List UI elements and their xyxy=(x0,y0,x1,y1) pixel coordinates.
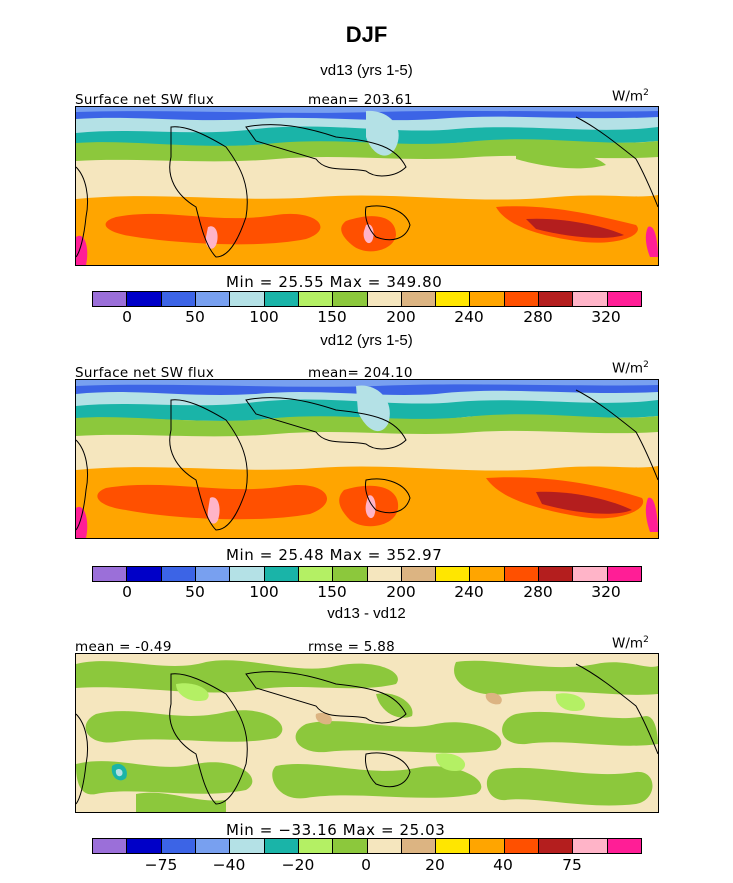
colorbar-swatch xyxy=(470,839,505,853)
colorbar-tick: 200 xyxy=(386,308,416,326)
colorbar-tick: 100 xyxy=(249,308,279,326)
colorbar-swatch xyxy=(127,839,162,853)
colorbar-swatch xyxy=(401,292,437,306)
colorbar-swatch xyxy=(298,567,334,581)
colorbar-tick: −40 xyxy=(212,856,246,874)
panel-1-colorbar xyxy=(92,291,642,307)
colorbar-swatch xyxy=(573,292,608,306)
colorbar-swatch xyxy=(573,567,608,581)
colorbar-swatch xyxy=(195,567,231,581)
colorbar-swatch xyxy=(298,292,334,306)
panel-1-colorbar-ticks: 0 50 100 150 200 240 280 320 xyxy=(92,308,642,326)
panel-2-field xyxy=(76,380,658,538)
colorbar-swatch xyxy=(436,567,471,581)
colorbar-tick: 0 xyxy=(122,583,132,601)
panel-1-min-max: Min = 25.55 Max = 349.80 xyxy=(226,273,443,291)
colorbar-tick: 240 xyxy=(454,583,484,601)
panel-1-mean-label: mean= 203.61 xyxy=(308,92,413,108)
panel-1-map xyxy=(75,106,659,266)
colorbar-tick: 75 xyxy=(562,856,582,874)
colorbar-swatch xyxy=(607,292,641,306)
panel-3-units: W/m2 xyxy=(612,635,649,652)
colorbar-swatch xyxy=(195,839,231,853)
colorbar-tick: 280 xyxy=(523,308,553,326)
colorbar-swatch xyxy=(333,567,368,581)
colorbar-swatch xyxy=(607,839,641,853)
panel-2-variable-label: Surface net SW flux xyxy=(75,365,215,381)
colorbar-swatch xyxy=(333,292,368,306)
colorbar-swatch xyxy=(161,292,196,306)
panel-2-colorbar-ticks: 0 50 100 150 200 240 280 320 xyxy=(92,583,642,601)
panel-3-colorbar xyxy=(92,838,642,854)
colorbar-swatch xyxy=(195,292,231,306)
colorbar-tick: 320 xyxy=(591,308,621,326)
colorbar-swatch xyxy=(470,567,505,581)
panel-2-min-max: Min = 25.48 Max = 352.97 xyxy=(226,546,443,564)
panel-2-map xyxy=(75,379,659,539)
panel-2-mean-label: mean= 204.10 xyxy=(308,365,413,381)
colorbar-tick: 150 xyxy=(317,583,347,601)
colorbar-tick: 40 xyxy=(493,856,513,874)
colorbar-swatch xyxy=(93,567,128,581)
colorbar-swatch xyxy=(230,567,265,581)
colorbar-swatch xyxy=(504,567,540,581)
panel-3-field xyxy=(76,654,658,812)
colorbar-swatch xyxy=(298,839,334,853)
colorbar-swatch xyxy=(127,567,162,581)
colorbar-tick: 150 xyxy=(317,308,347,326)
panel-1-field xyxy=(76,107,658,265)
colorbar-swatch xyxy=(539,292,574,306)
panel-3-min-max: Min = −33.16 Max = 25.03 xyxy=(226,821,446,839)
colorbar-swatch xyxy=(230,839,265,853)
colorbar-swatch xyxy=(504,292,540,306)
colorbar-swatch xyxy=(264,292,299,306)
colorbar-swatch xyxy=(367,292,402,306)
colorbar-tick: 0 xyxy=(122,308,132,326)
colorbar-swatch xyxy=(401,839,437,853)
colorbar-swatch xyxy=(161,839,196,853)
panel-2-title: vd12 (yrs 1-5) xyxy=(320,332,413,349)
colorbar-swatch xyxy=(230,292,265,306)
colorbar-tick: −75 xyxy=(144,856,178,874)
panel-3-map xyxy=(75,653,659,813)
colorbar-tick: 320 xyxy=(591,583,621,601)
panel-1-variable-label: Surface net SW flux xyxy=(75,92,215,108)
colorbar-tick: −20 xyxy=(281,856,315,874)
colorbar-tick: 280 xyxy=(523,583,553,601)
colorbar-tick: 100 xyxy=(249,583,279,601)
colorbar-swatch xyxy=(127,292,162,306)
panel-2-units: W/m2 xyxy=(612,360,649,377)
colorbar-swatch xyxy=(436,839,471,853)
panel-3-mean-label: mean = -0.49 xyxy=(75,639,172,655)
figure-title: DJF xyxy=(345,22,388,47)
colorbar-swatch xyxy=(161,567,196,581)
panel-3-rmse-label: rmse = 5.88 xyxy=(308,639,396,655)
panel-1-units: W/m2 xyxy=(612,88,649,105)
colorbar-tick: 0 xyxy=(361,856,371,874)
colorbar-swatch xyxy=(607,567,641,581)
colorbar-swatch xyxy=(367,567,402,581)
colorbar-swatch xyxy=(436,292,471,306)
colorbar-swatch xyxy=(504,839,540,853)
colorbar-tick: 50 xyxy=(185,308,205,326)
colorbar-swatch xyxy=(401,567,437,581)
panel-3-colorbar-ticks: −75 −40 −20 0 20 40 75 xyxy=(92,856,642,874)
panel-2-colorbar xyxy=(92,566,642,582)
colorbar-tick: 20 xyxy=(425,856,445,874)
panel-1-title: vd13 (yrs 1-5) xyxy=(320,62,413,79)
colorbar-swatch xyxy=(264,839,299,853)
colorbar-swatch xyxy=(93,839,128,853)
colorbar-swatch xyxy=(264,567,299,581)
colorbar-swatch xyxy=(539,567,574,581)
colorbar-swatch xyxy=(539,839,574,853)
colorbar-swatch xyxy=(333,839,368,853)
colorbar-swatch xyxy=(470,292,505,306)
colorbar-swatch xyxy=(93,292,128,306)
colorbar-tick: 240 xyxy=(454,308,484,326)
panel-3-title: vd13 - vd12 xyxy=(327,605,406,622)
colorbar-swatch xyxy=(573,839,608,853)
colorbar-swatch xyxy=(367,839,402,853)
colorbar-tick: 200 xyxy=(386,583,416,601)
colorbar-tick: 50 xyxy=(185,583,205,601)
